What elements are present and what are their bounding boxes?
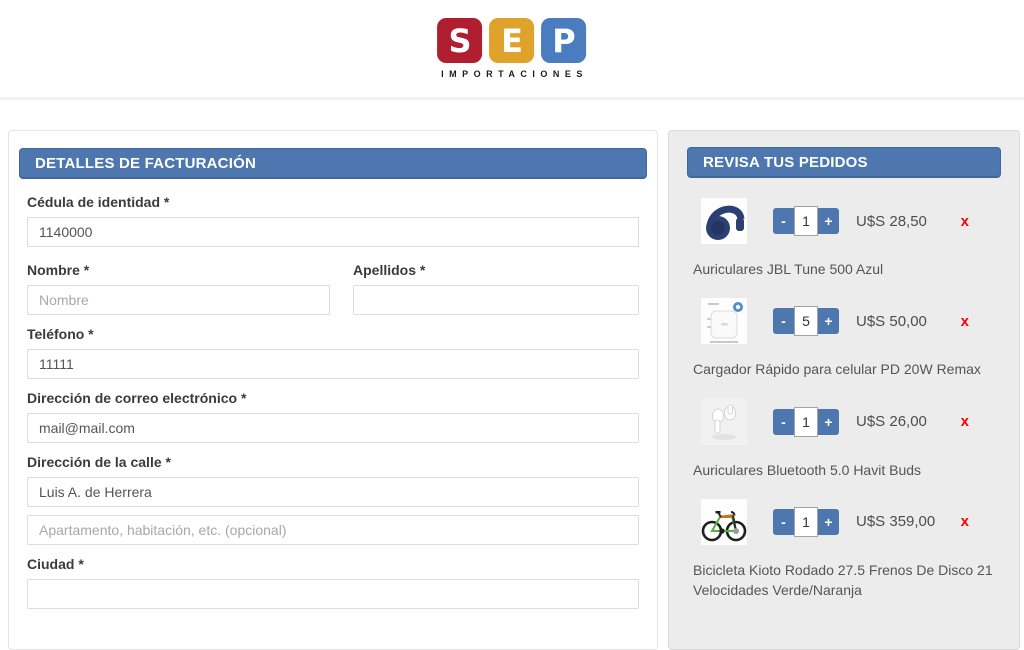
logo-letter-p: P <box>541 18 587 63</box>
quantity-minus-button[interactable]: - <box>773 409 794 435</box>
quantity-plus-button[interactable]: + <box>818 308 839 334</box>
quantity-stepper: - + <box>773 506 839 537</box>
nombre-input[interactable] <box>27 285 330 315</box>
quantity-plus-button[interactable]: + <box>818 509 839 535</box>
apellidos-label: Apellidos * <box>353 262 426 278</box>
remove-item-button[interactable]: x <box>960 312 969 330</box>
item-name: Auriculares Bluetooth 5.0 Havit Buds <box>693 461 922 478</box>
cedula-label: Cédula de identidad * <box>27 194 170 210</box>
quantity-minus-button[interactable]: - <box>773 509 794 535</box>
telefono-label: Teléfono * <box>27 326 94 342</box>
email-input[interactable] <box>27 413 639 443</box>
cart-panel: REVISA TUS PEDIDOS - + U$S 28,50 x Auric… <box>668 130 1020 650</box>
remove-item-button[interactable]: x <box>960 212 969 230</box>
logo-letter-s: S <box>437 18 483 63</box>
cart-items: - + U$S 28,50 x Auriculares JBL Tune 500… <box>687 198 1001 600</box>
billing-panel: DETALLES DE FACTURACIÓN Cédula de identi… <box>8 130 658 650</box>
jbl-headphones-thumbnail <box>701 198 747 244</box>
quantity-minus-button[interactable]: - <box>773 208 794 234</box>
charger-thumbnail <box>701 298 747 345</box>
quantity-plus-button[interactable]: + <box>818 409 839 435</box>
email-label: Dirección de correo electrónico * <box>27 390 247 406</box>
quantity-input[interactable] <box>794 406 818 437</box>
cedula-input[interactable] <box>27 217 639 247</box>
item-price: U$S 28,50 <box>856 212 927 230</box>
quantity-stepper: - + <box>773 406 839 437</box>
logo-letter-e: E <box>489 18 535 63</box>
bicycle-thumbnail <box>701 498 747 545</box>
quantity-input[interactable] <box>794 306 818 337</box>
telefono-input[interactable] <box>27 349 639 379</box>
apellidos-input[interactable] <box>353 285 639 315</box>
quantity-input[interactable] <box>794 506 818 537</box>
earbuds-thumbnail <box>701 398 747 445</box>
cart-row: - + U$S 359,00 x <box>701 498 1001 545</box>
billing-form: Cédula de identidad * Nombre * Apellidos… <box>19 194 647 609</box>
quantity-input[interactable] <box>794 206 818 236</box>
cart-title: REVISA TUS PEDIDOS <box>687 147 1001 178</box>
logo-subtitle: IMPORTACIONES <box>441 69 588 79</box>
item-name: Cargador Rápido para celular PD 20W Rema… <box>693 361 981 378</box>
item-price: U$S 50,00 <box>856 312 927 330</box>
item-name: Bicicleta Kioto Rodado 27.5 Frenos De Di… <box>693 561 993 599</box>
cart-row: - + U$S 26,00 x <box>701 398 1001 445</box>
quantity-stepper: - + <box>773 306 839 337</box>
remove-item-button[interactable]: x <box>960 513 969 531</box>
item-price: U$S 26,00 <box>856 413 927 431</box>
remove-item-button[interactable]: x <box>960 413 969 431</box>
quantity-plus-button[interactable]: + <box>818 208 839 234</box>
apartamento-input[interactable] <box>27 515 639 545</box>
site-header: S E P IMPORTACIONES <box>0 0 1024 100</box>
item-price: U$S 359,00 <box>856 513 936 531</box>
ciudad-label: Ciudad * <box>27 556 84 572</box>
logo-blocks: S E P <box>437 18 587 63</box>
calle-input[interactable] <box>27 477 639 507</box>
item-name: Auriculares JBL Tune 500 Azul <box>693 261 884 277</box>
calle-label: Dirección de la calle * <box>27 454 171 470</box>
nombre-label: Nombre * <box>27 262 90 278</box>
quantity-minus-button[interactable]: - <box>773 308 794 334</box>
cart-row: - + U$S 28,50 x <box>701 198 1001 244</box>
billing-title: DETALLES DE FACTURACIÓN <box>19 148 647 179</box>
quantity-stepper: - + <box>773 206 839 236</box>
sep-logo[interactable]: S E P IMPORTACIONES <box>436 18 588 79</box>
ciudad-input[interactable] <box>27 579 639 609</box>
cart-row: - + U$S 50,00 x <box>701 298 1001 345</box>
